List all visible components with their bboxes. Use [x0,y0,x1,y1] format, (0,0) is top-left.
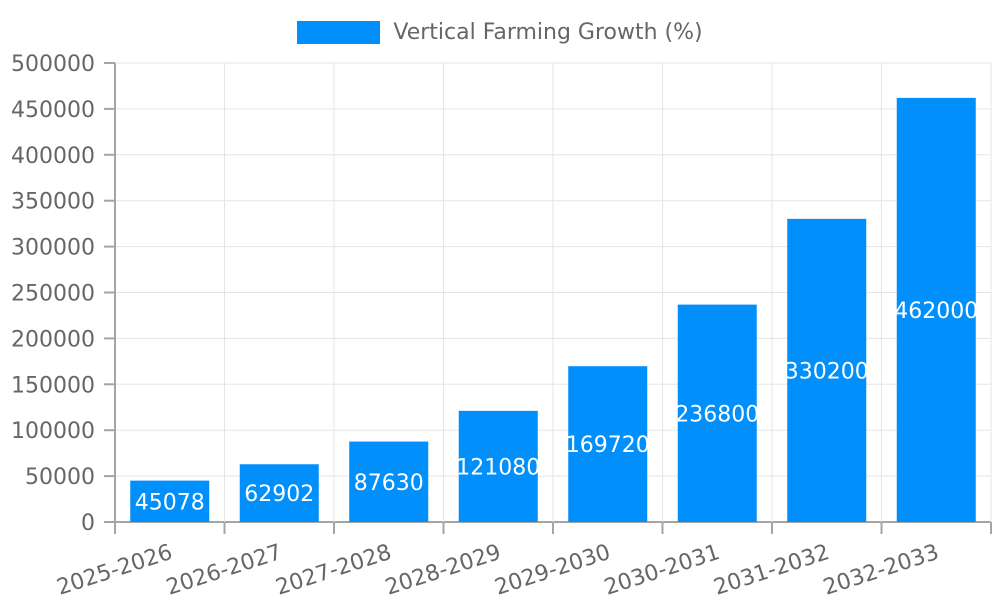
legend-item[interactable]: Vertical Farming Growth (%) [297,19,703,45]
bar-value-label: 121080 [456,455,540,480]
bar-value-label: 330200 [785,359,869,384]
bar-value-label: 462000 [894,299,978,324]
x-tick-label: 2032-2033 [820,540,942,600]
y-tick-label: 450000 [11,98,95,123]
bar-2026-2027 [239,464,319,522]
x-tick-label: 2030-2031 [601,540,723,600]
y-tick-label: 50000 [25,465,95,490]
bar-2031-2032 [787,218,867,522]
legend-label: Vertical Farming Growth (%) [393,19,703,45]
bar-value-label: 62902 [244,482,314,507]
bar-2028-2029 [458,410,538,522]
x-tick-label: 2026-2027 [163,540,285,600]
x-tick-label: 2025-2026 [54,540,176,600]
bar-2030-2031 [677,304,757,522]
bar-value-label: 236800 [675,402,759,427]
bar-value-label: 45078 [135,490,205,515]
x-tick-label: 2028-2029 [382,540,504,600]
x-tick-label: 2031-2032 [711,540,833,600]
y-tick-label: 300000 [11,236,95,261]
bar-2027-2028 [349,441,429,522]
bar-2032-2033 [896,97,976,522]
y-tick-label: 200000 [11,327,95,352]
bar-2025-2026 [130,480,210,522]
bar-2029-2030 [568,366,648,522]
x-tick-label: 2027-2028 [273,540,395,600]
y-tick-label: 250000 [11,282,95,307]
legend: Vertical Farming Growth (%) [0,17,1000,47]
y-tick-label: 400000 [11,144,95,169]
bar-value-label: 169720 [566,433,650,458]
y-tick-label: 500000 [11,52,95,77]
y-tick-label: 150000 [11,373,95,398]
legend-swatch [297,20,381,44]
y-tick-label: 0 [81,511,95,536]
y-tick-label: 100000 [11,419,95,444]
bar-value-label: 87630 [354,471,424,496]
y-tick-label: 350000 [11,190,95,215]
x-tick-label: 2029-2030 [492,540,614,600]
